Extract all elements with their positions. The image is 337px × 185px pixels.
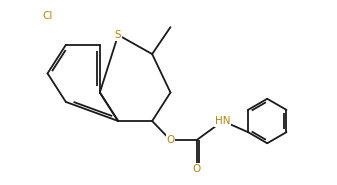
Text: O: O: [192, 164, 201, 174]
Text: O: O: [166, 135, 175, 145]
Text: Cl: Cl: [42, 11, 53, 21]
Text: S: S: [115, 30, 121, 40]
Text: HN: HN: [215, 116, 231, 126]
